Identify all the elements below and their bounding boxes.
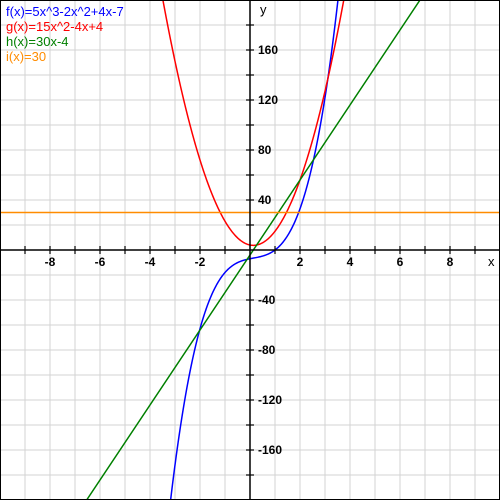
svg-text:6: 6 [397, 255, 404, 269]
svg-text:-80: -80 [258, 343, 276, 357]
svg-text:-6: -6 [95, 255, 106, 269]
chart-svg: -8 -6 -4 -2 2 4 6 8 -160 -120 -80 -40 40 80 120 160 x y f(… [0, 0, 500, 500]
chart-container: -8 -6 -4 -2 2 4 6 8 -160 -120 -80 -40 40 80 120 160 x y f(… [0, 0, 500, 500]
svg-text:-40: -40 [258, 293, 276, 307]
svg-text:-160: -160 [258, 443, 282, 457]
svg-text:-4: -4 [145, 255, 156, 269]
svg-text:4: 4 [347, 255, 354, 269]
svg-text:40: 40 [258, 193, 272, 207]
legend-g: g(x)=15x^2-4x+4 [6, 19, 103, 34]
svg-text:-2: -2 [195, 255, 206, 269]
legend-i: i(x)=30 [6, 49, 46, 64]
legend-f: f(x)=5x^3-2x^2+4x-7 [6, 4, 124, 19]
svg-text:160: 160 [258, 43, 278, 57]
y-axis-label: y [260, 2, 267, 17]
svg-text:2: 2 [297, 255, 304, 269]
legend-h: h(x)=30x-4 [6, 34, 69, 49]
svg-text:8: 8 [447, 255, 454, 269]
svg-text:-120: -120 [258, 393, 282, 407]
x-axis-label: x [488, 254, 495, 269]
svg-text:80: 80 [258, 143, 272, 157]
svg-text:-8: -8 [45, 255, 56, 269]
svg-text:120: 120 [258, 93, 278, 107]
